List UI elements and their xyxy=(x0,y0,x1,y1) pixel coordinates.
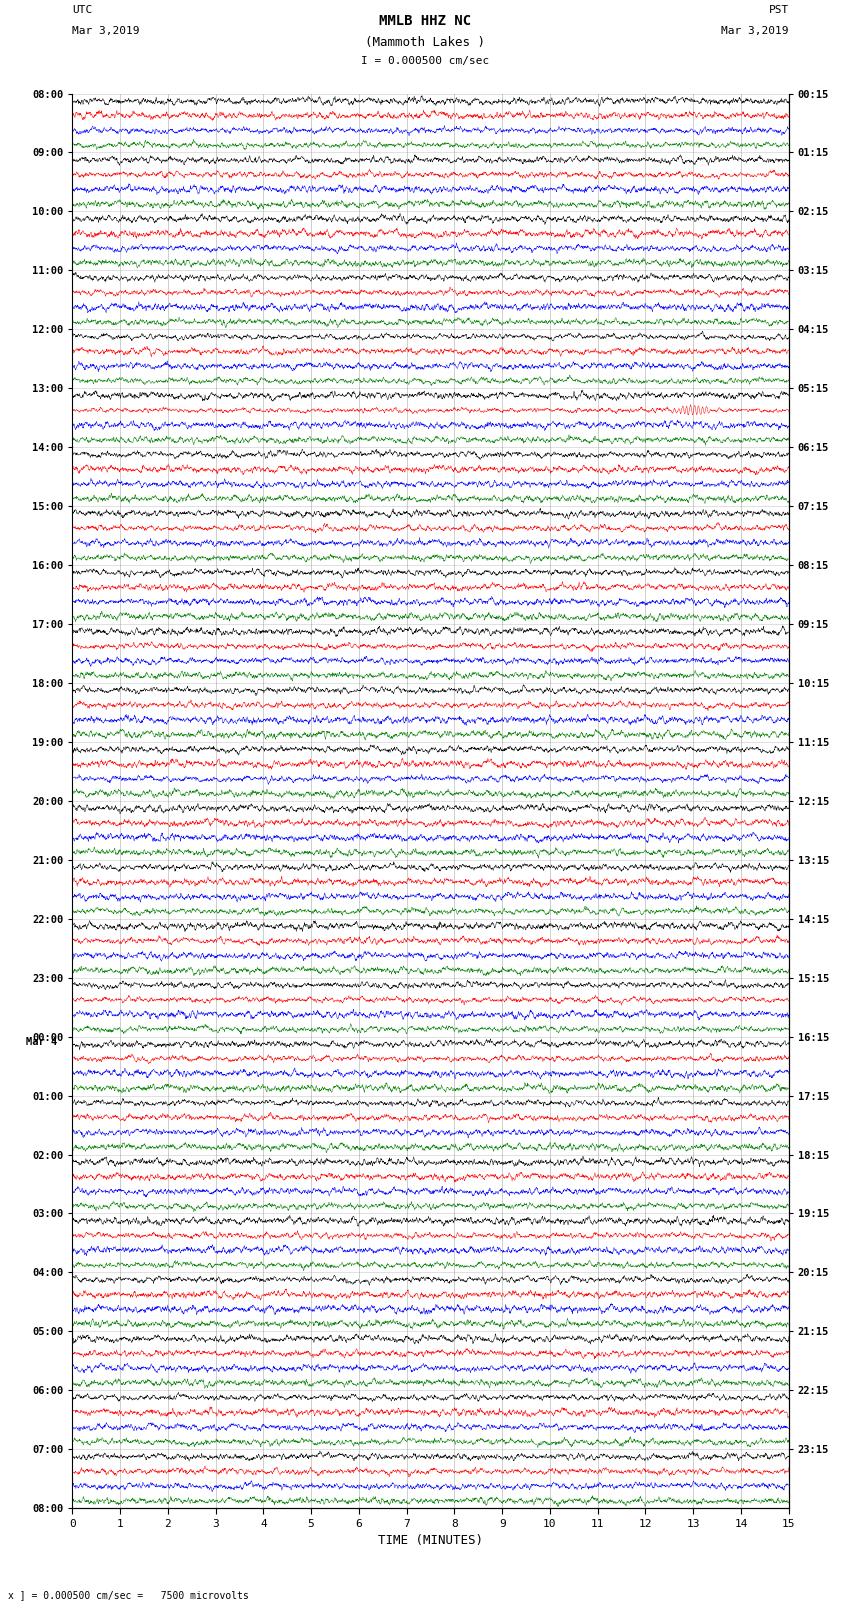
Text: PST: PST xyxy=(768,5,789,15)
X-axis label: TIME (MINUTES): TIME (MINUTES) xyxy=(378,1534,483,1547)
Text: x ] = 0.000500 cm/sec =   7500 microvolts: x ] = 0.000500 cm/sec = 7500 microvolts xyxy=(8,1590,249,1600)
Text: Mar 4: Mar 4 xyxy=(26,1037,57,1047)
Text: MMLB HHZ NC: MMLB HHZ NC xyxy=(379,15,471,27)
Text: Mar 3,2019: Mar 3,2019 xyxy=(722,26,789,35)
Text: Mar 3,2019: Mar 3,2019 xyxy=(72,26,139,35)
Text: UTC: UTC xyxy=(72,5,93,15)
Text: I = 0.000500 cm/sec: I = 0.000500 cm/sec xyxy=(361,56,489,66)
Text: (Mammoth Lakes ): (Mammoth Lakes ) xyxy=(365,35,485,48)
